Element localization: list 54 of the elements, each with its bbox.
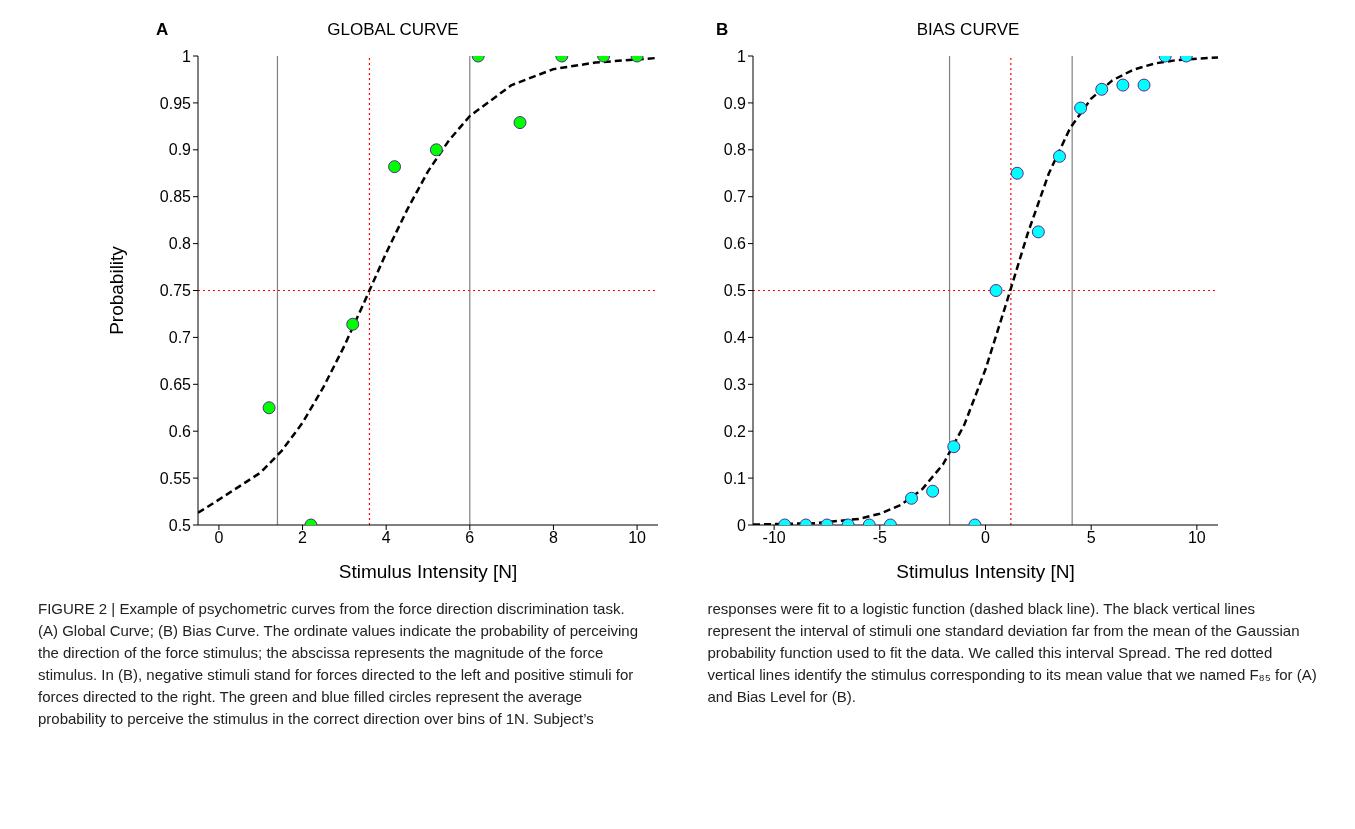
point [513, 116, 527, 130]
point [429, 143, 443, 157]
point [346, 317, 360, 331]
point [1095, 82, 1109, 96]
point [1010, 166, 1024, 180]
y-tick-label: 1 [182, 47, 192, 65]
x-tick-label: -10 [762, 529, 786, 547]
y-tick-label: 0.5 [168, 516, 192, 534]
point [388, 160, 402, 174]
text: B [716, 20, 729, 40]
x-tick-label: 0 [981, 529, 991, 547]
point [1052, 149, 1066, 163]
y-tick-label: 0.55 [159, 469, 192, 487]
y-tick-label: 0.3 [723, 375, 747, 393]
x-tick-label: 5 [1086, 529, 1096, 547]
point [1031, 225, 1045, 239]
y-tick-label: 0.7 [168, 329, 192, 347]
x-tick-label: 10 [628, 529, 647, 547]
x-tick-label: 0 [214, 529, 224, 547]
x-tick-label: 8 [549, 529, 558, 547]
x-tick-label: 2 [298, 529, 308, 547]
y-tick-label: 0.9 [723, 94, 747, 112]
y-tick-label: 0.8 [168, 235, 192, 253]
text: A [156, 20, 169, 40]
x-tick-label: 4 [381, 529, 391, 547]
x-tick-label: 10 [1187, 529, 1206, 547]
point [1116, 78, 1130, 92]
y-tick-label: 0.95 [159, 94, 192, 112]
y-tick-label: 0.6 [168, 422, 192, 440]
y-tick-label: 0.7 [723, 188, 747, 206]
y-tick-label: 0.5 [723, 282, 747, 300]
point [1074, 101, 1088, 115]
y-axis-title: Probability [105, 245, 127, 335]
point [989, 284, 1003, 297]
y-tick-label: 0 [737, 516, 747, 534]
y-tick-label: 0.4 [723, 329, 747, 347]
chart-title: GLOBAL CURVE [327, 20, 459, 39]
chart-title: BIAS CURVE [916, 20, 1020, 39]
x-tick-label: 6 [465, 529, 475, 547]
y-tick-label: 0.1 [723, 469, 747, 487]
y-tick-label: 0.85 [159, 188, 192, 206]
x-tick-label: -5 [872, 529, 888, 547]
y-tick-label: 0.75 [159, 282, 192, 300]
point [1137, 78, 1151, 92]
x-axis-title: Stimulus Intensity [N] [896, 561, 1075, 582]
y-tick-label: 0.6 [723, 235, 747, 253]
y-tick-label: 1 [737, 47, 747, 65]
y-tick-label: 0.65 [159, 375, 192, 393]
point [262, 401, 276, 415]
text: FIGURE 2 | Example of psychometric curves from the force direction discrimination task. (A) Global Curve; (B) Bias Curve. The ordinate values indicate the probability of perceiving the direction of the force stimulus; the abscissa represents the magnitude of the force stimulus. In (B), negative stimuli stand for forces directed to the left and positive stimuli for forces directed to the right. The green and blue filled circles represent the average probability to perceive the stimulus in the correct direction over bins of 1N. Subject’s responses were fit to a logistic function (dashed black line). The black vertical lines represent the interval of stimuli one standard deviation far from the mean of the Gaussian probability function used to fit the data. We called this interval Spread. The red dotted vertical lines identify the stimulus corresponding to its mean value that we named F₈₅ for (A) and Bias Level for (B). [38, 600, 1317, 727]
x-axis-title: Stimulus Intensity [N] [338, 561, 518, 582]
y-tick-label: 0.8 [723, 141, 747, 159]
y-tick-label: 0.2 [723, 422, 747, 440]
y-tick-label: 0.9 [168, 141, 192, 159]
